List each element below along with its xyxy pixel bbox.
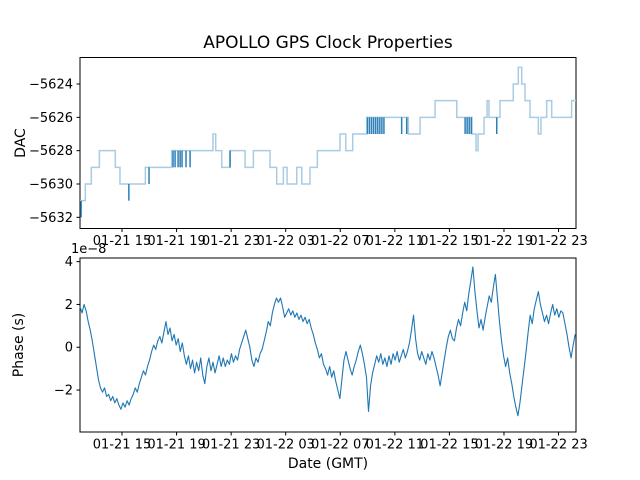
dac-x-tick-label: 01-21 23: [202, 234, 260, 249]
dac-y-tick-label: −5624: [29, 78, 73, 93]
dac-x-tick-label: 01-22 11: [366, 234, 424, 249]
phase-y-tick-label: −2: [54, 384, 73, 399]
phase-x-tick-label: 01-22 03: [256, 438, 314, 453]
dac-y-axis-label: DAC: [13, 128, 29, 158]
dac-y-tick-label: −5630: [29, 178, 73, 193]
dac-x-tick-label: 01-22 07: [311, 234, 369, 249]
phase-y-axis-label: Phase (s): [11, 312, 27, 378]
dac-x-tick-label: 01-22 15: [420, 234, 478, 249]
dac-x-tick-label: 01-21 15: [93, 234, 151, 249]
dac-step-line: [80, 66, 576, 202]
dac-y-tick-label: −5632: [29, 211, 73, 226]
dac-x-tick-label: 01-22 19: [475, 234, 533, 249]
dac-y-tick-label: −5628: [29, 144, 73, 159]
dac-x-tick-label: 01-21 19: [147, 234, 205, 249]
phase-axes-frame: [79, 257, 577, 433]
dac-y-tick-label: −5626: [29, 111, 73, 126]
dac-x-tick-label: 01-22 23: [529, 234, 587, 249]
phase-x-tick-label: 01-22 07: [311, 438, 369, 453]
phase-line: [79, 266, 576, 417]
phase-x-tick-label: 01-22 15: [420, 438, 478, 453]
phase-x-tick-label: 01-22 23: [529, 438, 587, 453]
phase-x-tick-label: 01-21 15: [93, 438, 151, 453]
phase-y-tick-label: 0: [65, 341, 73, 356]
dac-axes-frame: [79, 57, 577, 229]
phase-x-tick-label: 01-22 19: [475, 438, 533, 453]
chart-title: APOLLO GPS Clock Properties: [203, 33, 453, 53]
dac-x-tick-label: 01-22 03: [256, 234, 314, 249]
y-axis-offset-text: 1e−8: [71, 242, 107, 257]
phase-x-tick-label: 01-22 11: [366, 438, 424, 453]
x-axis-label: Date (GMT): [287, 456, 369, 472]
phase-x-tick-label: 01-21 23: [202, 438, 260, 453]
phase-x-tick-label: 01-21 19: [147, 438, 205, 453]
phase-y-tick-label: 2: [65, 298, 73, 313]
phase-y-tick-label: 4: [65, 255, 73, 270]
